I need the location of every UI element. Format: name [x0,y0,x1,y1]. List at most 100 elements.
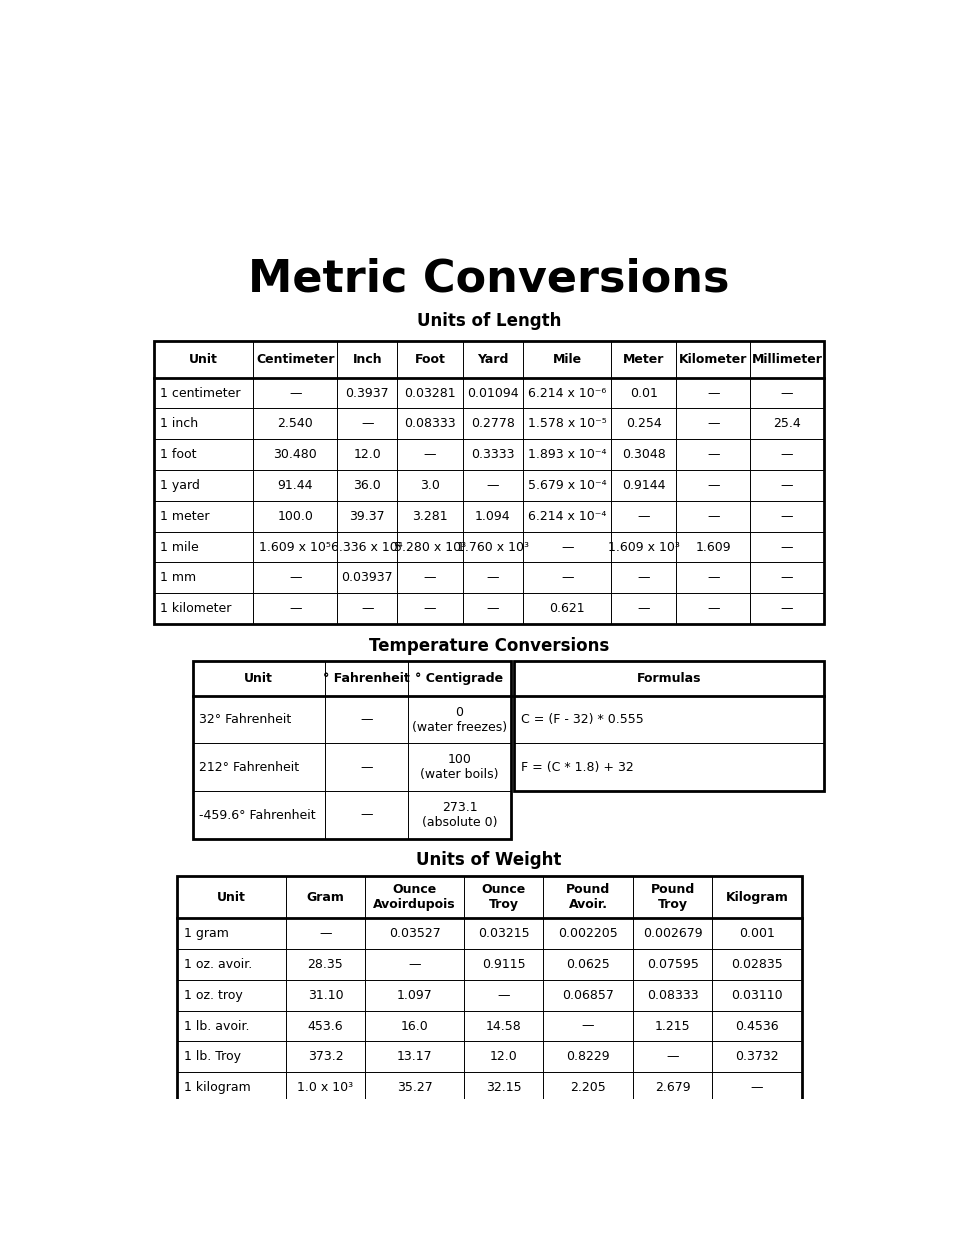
Text: Centimeter: Centimeter [255,353,335,366]
Text: 0.03937: 0.03937 [341,572,393,584]
Text: 0.03110: 0.03110 [731,989,782,1002]
Text: Mile: Mile [552,353,581,366]
Text: C = (F - 32) * 0.555: C = (F - 32) * 0.555 [520,713,642,726]
Text: 0.0625: 0.0625 [566,958,609,971]
Text: 0.9144: 0.9144 [621,479,665,492]
Text: -459.6° Fahrenheit: -459.6° Fahrenheit [199,809,315,821]
Text: 1.893 x 10⁻⁴: 1.893 x 10⁻⁴ [527,448,606,461]
Text: 1 kilogram: 1 kilogram [183,1081,250,1094]
Text: 0.8229: 0.8229 [566,1050,609,1063]
Text: Millimeter: Millimeter [751,353,821,366]
Text: —: — [780,572,792,584]
Text: 0.3937: 0.3937 [345,387,389,400]
Text: 1 lb. Troy: 1 lb. Troy [183,1050,240,1063]
Text: 0.621: 0.621 [549,603,584,615]
Text: F = (C * 1.8) + 32: F = (C * 1.8) + 32 [520,761,633,774]
Text: 100
(water boils): 100 (water boils) [419,753,498,782]
Text: 32.15: 32.15 [485,1081,521,1094]
Text: 1.578 x 10⁻⁵: 1.578 x 10⁻⁵ [527,417,606,430]
Text: 6.214 x 10⁻⁶: 6.214 x 10⁻⁶ [528,387,606,400]
Text: —: — [319,927,332,940]
Text: Yard: Yard [476,353,508,366]
Text: —: — [780,603,792,615]
Text: —: — [706,417,719,430]
Bar [193,661,510,839]
Text: Kilometer: Kilometer [679,353,747,366]
Text: 35.27: 35.27 [396,1081,432,1094]
Text: ° Fahrenheit: ° Fahrenheit [323,672,410,685]
Text: 12.0: 12.0 [353,448,381,461]
Text: 0.01: 0.01 [629,387,658,400]
Text: 0.3732: 0.3732 [735,1050,778,1063]
Text: Pound
Avoir.: Pound Avoir. [565,883,610,911]
Text: Unit: Unit [189,353,218,366]
Text: Unit: Unit [217,890,246,904]
Text: 1.609 x 10³: 1.609 x 10³ [607,541,679,553]
Text: 1 foot: 1 foot [160,448,196,461]
Text: 0.08333: 0.08333 [646,989,698,1002]
Text: 36.0: 36.0 [353,479,381,492]
Text: —: — [560,541,573,553]
Text: Ounce
Troy: Ounce Troy [481,883,525,911]
Text: 0.07595: 0.07595 [646,958,698,971]
Text: 32° Fahrenheit: 32° Fahrenheit [199,713,291,726]
Text: 13.17: 13.17 [396,1050,432,1063]
Text: ° Centigrade: ° Centigrade [415,672,503,685]
Text: 2.679: 2.679 [654,1081,690,1094]
Text: 5.280 x 10³: 5.280 x 10³ [394,541,466,553]
Text: 100.0: 100.0 [277,510,313,522]
Text: 0.254: 0.254 [625,417,661,430]
Text: 0.03527: 0.03527 [388,927,440,940]
Text: —: — [706,510,719,522]
Bar [154,341,822,624]
Text: —: — [486,603,498,615]
Text: Pound
Troy: Pound Troy [650,883,694,911]
Text: 453.6: 453.6 [307,1020,343,1032]
Text: —: — [289,387,301,400]
Text: 3.281: 3.281 [412,510,447,522]
Text: 0.3048: 0.3048 [621,448,665,461]
Text: —: — [750,1081,762,1094]
Text: 6.214 x 10⁻⁴: 6.214 x 10⁻⁴ [527,510,606,522]
Bar [514,661,822,792]
Text: 1 lb. avoir.: 1 lb. avoir. [183,1020,249,1032]
Text: Meter: Meter [622,353,664,366]
Text: 2.540: 2.540 [277,417,313,430]
Text: —: — [637,510,650,522]
Text: —: — [780,541,792,553]
Text: —: — [360,713,373,726]
Text: 31.10: 31.10 [307,989,343,1002]
Text: —: — [637,572,650,584]
Text: —: — [780,448,792,461]
Text: 0.3333: 0.3333 [471,448,514,461]
Text: 1 centimeter: 1 centimeter [160,387,240,400]
Text: 30.480: 30.480 [273,448,316,461]
Text: 0.02835: 0.02835 [730,958,782,971]
Text: —: — [706,387,719,400]
Text: 1.0 x 10³: 1.0 x 10³ [297,1081,354,1094]
Text: 1.609 x 10⁵: 1.609 x 10⁵ [259,541,331,553]
Text: —: — [780,510,792,522]
Text: 273.1
(absolute 0): 273.1 (absolute 0) [421,802,497,829]
Text: 12.0: 12.0 [489,1050,517,1063]
Text: 1 inch: 1 inch [160,417,198,430]
Text: —: — [706,603,719,615]
Text: —: — [706,479,719,492]
Text: 1 gram: 1 gram [183,927,228,940]
Text: 0.03215: 0.03215 [477,927,529,940]
Text: 0.06857: 0.06857 [561,989,614,1002]
Text: —: — [706,448,719,461]
Text: 14.58: 14.58 [485,1020,521,1032]
Text: —: — [665,1050,679,1063]
Text: 1 oz. troy: 1 oz. troy [183,989,242,1002]
Bar [177,876,801,1103]
Text: Units of Weight: Units of Weight [416,851,561,869]
Text: 0.002205: 0.002205 [558,927,618,940]
Text: Foot: Foot [415,353,445,366]
Text: 1.760 x 10³: 1.760 x 10³ [456,541,528,553]
Text: —: — [497,989,509,1002]
Text: 0.08333: 0.08333 [404,417,456,430]
Text: 25.4: 25.4 [772,417,800,430]
Text: Inch: Inch [352,353,381,366]
Text: —: — [408,958,420,971]
